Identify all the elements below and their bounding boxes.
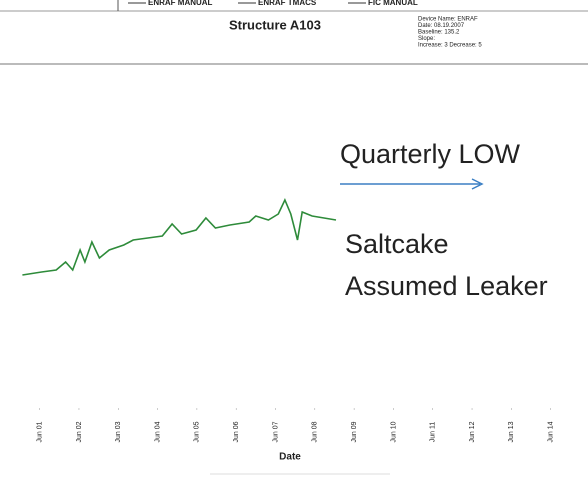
annotation: Assumed Leaker (345, 271, 548, 301)
annotation-arrowhead (471, 178, 484, 190)
info-line: Increase: 3 Decrease: 5 (418, 43, 482, 49)
series-line (22, 198, 337, 276)
x-tick-label: Jun 01 (36, 421, 43, 442)
info-line: Date: 08.19.2007 (418, 23, 465, 29)
x-tick-label: Jun 14 (548, 421, 555, 442)
x-tick-label: Jun 03 (115, 421, 122, 442)
x-tick-label: Jun 04 (154, 421, 161, 442)
info-line: Device Name: ENRAF (418, 17, 478, 23)
x-tick-label: Jun 08 (312, 421, 319, 442)
x-tick-label: Jun 06 (233, 421, 240, 442)
chart-title: Structure A103 (229, 17, 321, 32)
x-tick-label: Jun 10 (390, 421, 397, 442)
x-tick-label: Jun 12 (469, 421, 476, 442)
x-tick-label: Jun 07 (272, 421, 279, 442)
x-tick-label: Jun 09 (351, 421, 358, 442)
legend-label: ENRAF MANUAL (148, 0, 213, 7)
x-tick-label: Jun 13 (508, 421, 515, 442)
info-line: Baseline: 135.2 (418, 30, 460, 36)
x-axis-label: Date (279, 452, 301, 463)
x-tick-label: Jun 02 (76, 421, 83, 442)
annotation: Quarterly LOW (340, 139, 521, 169)
x-tick-label: Jun 11 (430, 422, 437, 443)
info-line: Slope: (418, 36, 435, 42)
x-tick-label: Jun 05 (194, 421, 201, 442)
annotation: Saltcake (345, 229, 449, 259)
legend-label: ENRAF TMACS (258, 0, 317, 7)
legend-label: FIC MANUAL (368, 0, 418, 7)
